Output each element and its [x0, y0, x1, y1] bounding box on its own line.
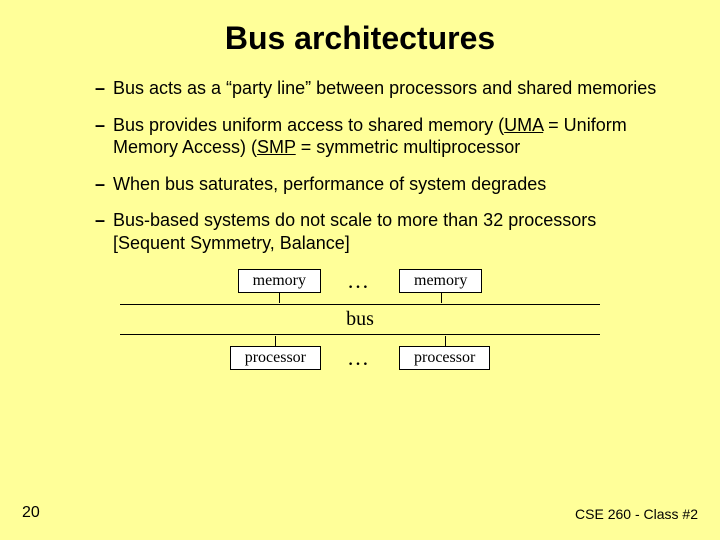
bullet-dash: – [95, 77, 113, 100]
bullet-text: Bus acts as a “party line” between proce… [113, 77, 670, 100]
connector-line [275, 336, 276, 346]
connector-line [441, 293, 442, 303]
ellipsis-icon: … [347, 268, 373, 294]
processor-box: processor [230, 346, 321, 370]
memory-label: memory [414, 272, 467, 289]
bullet-item: – Bus acts as a “party line” between pro… [95, 77, 670, 100]
bullet-text: When bus saturates, performance of syste… [113, 173, 670, 196]
bus-diagram: memory … memory bus processor … processo… [100, 268, 620, 371]
bullet-list: – Bus acts as a “party line” between pro… [0, 77, 720, 254]
slide-title: Bus architectures [0, 0, 720, 77]
processor-label: processor [245, 349, 306, 366]
memory-box: memory [238, 269, 321, 293]
bullet-dash: – [95, 209, 113, 232]
bullet-dash: – [95, 173, 113, 196]
connector-line [445, 336, 446, 346]
page-number: 20 [22, 504, 40, 522]
ellipsis-icon: … [347, 345, 373, 371]
bullet-item: – Bus provides uniform access to shared … [95, 114, 670, 159]
processor-row: processor … processor [100, 345, 620, 371]
bullet-text: Bus provides uniform access to shared me… [113, 114, 670, 159]
course-label: CSE 260 - Class #2 [575, 506, 698, 522]
bus-label: bus [100, 305, 620, 334]
connector-line [279, 293, 280, 303]
memory-box: memory [399, 269, 482, 293]
bullet-item: – When bus saturates, performance of sys… [95, 173, 670, 196]
processor-label: processor [414, 349, 475, 366]
bullet-item: – Bus-based systems do not scale to more… [95, 209, 670, 254]
processor-box: processor [399, 346, 490, 370]
memory-row: memory … memory [100, 268, 620, 294]
bullet-text: Bus-based systems do not scale to more t… [113, 209, 670, 254]
bullet-dash: – [95, 114, 113, 137]
memory-label: memory [253, 272, 306, 289]
